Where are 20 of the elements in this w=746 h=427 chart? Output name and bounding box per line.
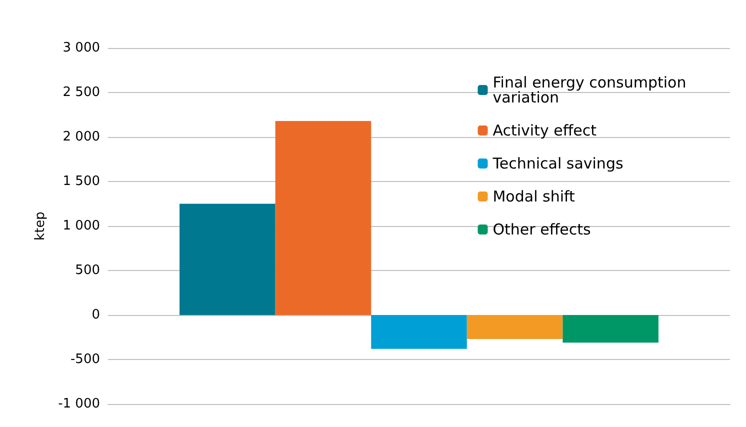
- y-tick-label: 1 000: [62, 218, 100, 234]
- bar: [371, 315, 467, 349]
- y-tick-label: 3 000: [62, 40, 100, 56]
- legend-label: Other effects: [492, 220, 592, 238]
- legend-label: Final energy consumption variation: [492, 74, 692, 106]
- y-tick-label: 1 500: [62, 174, 100, 189]
- legend-label: Modal shift: [492, 188, 576, 206]
- legend-label: Activity effect: [492, 122, 597, 140]
- y-tick-label: 0: [92, 308, 100, 322]
- bar: [466, 315, 563, 340]
- legend-label: Technical savings: [492, 154, 624, 172]
- y-tick-label: 2 500: [62, 85, 100, 100]
- y-tick-label: 2 000: [62, 130, 100, 144]
- bar: [275, 120, 372, 315]
- bar: [562, 315, 658, 343]
- y-axis-title: ktep: [33, 212, 48, 240]
- y-tick-label: -500: [70, 352, 100, 367]
- y-tick-label: -1 000: [58, 396, 100, 412]
- y-tick-label: 500: [75, 263, 100, 278]
- bar: [180, 204, 276, 315]
